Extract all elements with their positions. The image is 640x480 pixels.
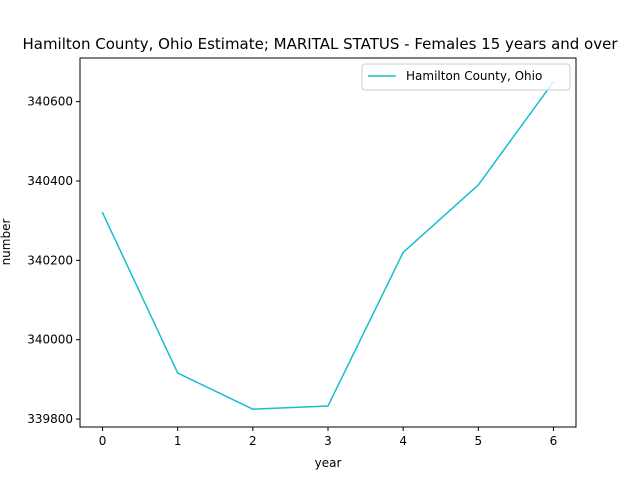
x-tick-label: 6 bbox=[550, 434, 558, 448]
x-tick-label: 2 bbox=[249, 434, 257, 448]
plot-area bbox=[79, 57, 577, 428]
data-point bbox=[176, 372, 179, 374]
legend-box bbox=[361, 63, 571, 91]
y-tick-label: 339800 bbox=[27, 412, 73, 426]
x-axis-ticks: 0 1 2 3 4 5 6 bbox=[99, 427, 558, 448]
data-point bbox=[477, 184, 480, 186]
y-axis-ticks: 339800 340000 340200 340400 340600 bbox=[27, 95, 80, 426]
x-tick-label: 5 bbox=[474, 434, 482, 448]
x-axis-label: year bbox=[315, 456, 342, 470]
x-tick-label: 1 bbox=[174, 434, 182, 448]
x-tick-label: 4 bbox=[399, 434, 407, 448]
x-tick-label: 0 bbox=[99, 434, 107, 448]
legend-label: Hamilton County, Ohio bbox=[406, 69, 542, 83]
chart-title: Hamilton County, Ohio Estimate; MARITAL … bbox=[22, 35, 618, 53]
y-tick-label: 340600 bbox=[27, 95, 73, 109]
y-axis-label: number bbox=[0, 219, 13, 266]
data-point bbox=[252, 408, 254, 410]
y-tick-label: 340000 bbox=[27, 333, 73, 347]
data-point bbox=[327, 405, 329, 407]
y-tick-label: 340400 bbox=[27, 174, 73, 188]
data-point bbox=[402, 251, 404, 254]
legend: Hamilton County, Ohio bbox=[361, 63, 571, 91]
data-point bbox=[101, 211, 104, 214]
x-tick-label: 3 bbox=[324, 434, 332, 448]
y-tick-label: 340200 bbox=[27, 253, 73, 267]
